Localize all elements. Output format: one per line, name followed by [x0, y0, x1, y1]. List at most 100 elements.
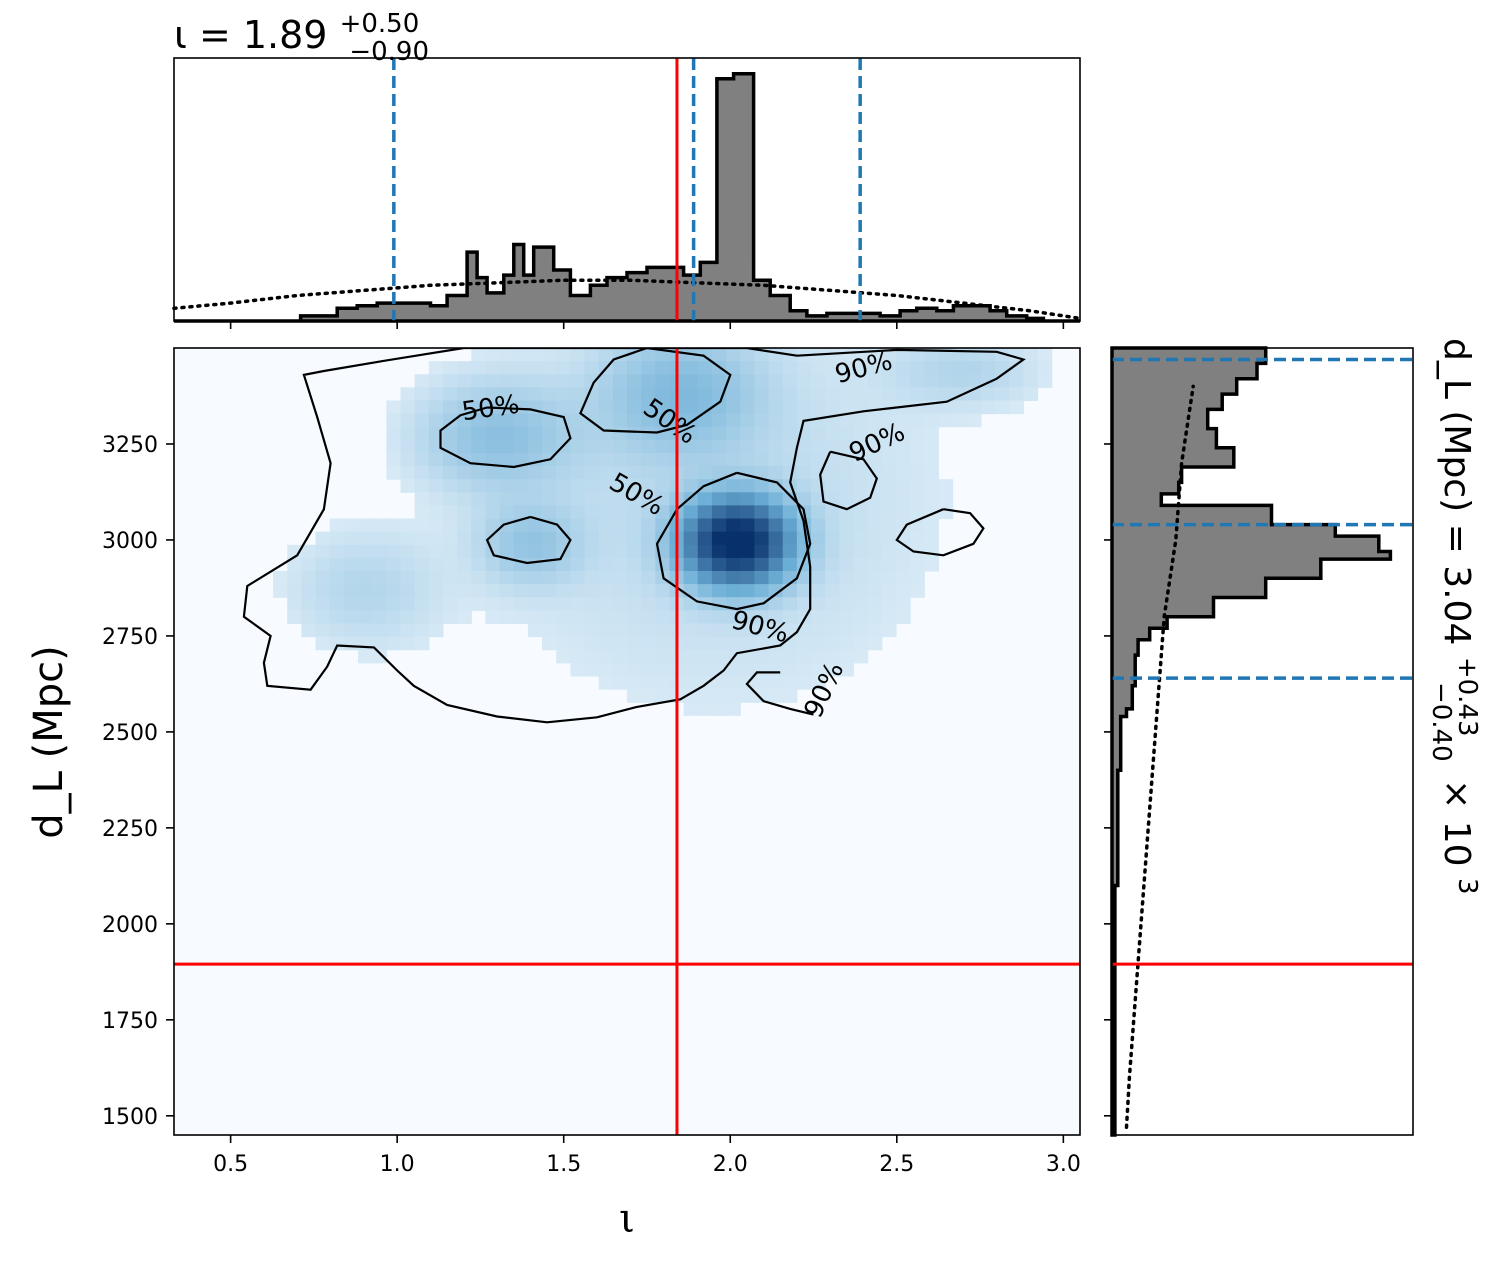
heatmap-cell — [598, 636, 614, 651]
heatmap-cell — [726, 505, 741, 520]
heatmap-cell — [825, 570, 840, 585]
heatmap-cell — [768, 361, 784, 375]
heatmap-cell — [825, 348, 840, 362]
heatmap-cell — [570, 439, 586, 454]
heatmap-cell — [711, 531, 727, 546]
heatmap-cell — [711, 492, 727, 506]
heatmap-cell — [910, 400, 925, 415]
heatmap-cell — [867, 584, 883, 598]
heatmap-cell — [938, 361, 954, 375]
heatmap-cell — [471, 531, 487, 546]
heatmap-cell — [839, 518, 855, 533]
heatmap-cell — [315, 570, 331, 585]
heatmap-cell — [499, 361, 515, 375]
heatmap-cell — [754, 452, 770, 467]
heatmap-cell — [570, 662, 586, 677]
heatmap-cell — [570, 636, 586, 651]
heatmap-cell — [358, 518, 373, 533]
heatmap-cell — [641, 689, 656, 703]
heatmap-cell — [542, 531, 557, 546]
heatmap-cell — [641, 479, 656, 493]
heatmap-cell — [768, 426, 784, 441]
heatmap-cell — [839, 361, 855, 375]
heatmap-cell — [485, 466, 501, 480]
heatmap-cell — [881, 426, 897, 441]
heatmap-cell — [796, 479, 812, 493]
heatmap-cell — [726, 479, 741, 493]
heatmap-cell — [754, 426, 770, 441]
heatmap-cell — [641, 584, 656, 598]
heatmap-cell — [598, 374, 614, 388]
heatmap-cell — [853, 597, 869, 611]
heatmap-cell — [782, 675, 798, 690]
heatmap-cell — [612, 400, 628, 415]
heatmap-cell — [782, 689, 798, 703]
heatmap-cell — [584, 610, 600, 625]
heatmap-cell — [895, 505, 911, 520]
right-side-label: d_L (Mpc) = 3.04 +0.43 −0.40 × 10 3 — [1424, 338, 1491, 895]
heatmap-cell — [853, 531, 869, 546]
heatmap-cell — [584, 636, 600, 651]
heatmap-cell — [782, 662, 798, 677]
heatmap-cell — [584, 570, 600, 585]
heatmap-cell — [1009, 361, 1024, 375]
right-side-label-sup: +0.43 — [1452, 657, 1482, 737]
heatmap-cell — [867, 452, 883, 467]
heatmap-cell — [924, 374, 940, 388]
heatmap-cell — [938, 492, 954, 506]
heatmap-cell — [825, 426, 840, 441]
heatmap-cell — [683, 584, 699, 598]
heatmap-cell — [556, 649, 571, 664]
heatmap-cell — [726, 531, 741, 546]
heatmap-cell — [839, 636, 855, 651]
heatmap-cell — [796, 492, 812, 506]
heatmap-cell — [867, 400, 883, 415]
heatmap-cell — [683, 675, 699, 690]
heatmap-cell — [386, 636, 402, 651]
y-tick-label: 1750 — [102, 1009, 158, 1034]
heatmap-cell — [910, 466, 925, 480]
heatmap-cell — [570, 479, 586, 493]
heatmap-cell — [768, 584, 784, 598]
heatmap-cell — [358, 531, 373, 546]
heatmap-cell — [1037, 361, 1053, 375]
heatmap-cell — [627, 675, 642, 690]
heatmap-cell — [782, 400, 798, 415]
heatmap-cell — [612, 361, 628, 375]
heatmap-cell — [400, 584, 416, 598]
heatmap-cell — [513, 466, 529, 480]
heatmap-cell — [428, 623, 444, 638]
heatmap-cell — [414, 557, 430, 572]
heatmap-cell — [513, 452, 529, 467]
top-title: ι = 1.89 +0.50 −0.90 — [174, 0, 431, 67]
heatmap-cell — [414, 413, 430, 428]
heatmap-cell — [782, 505, 798, 520]
heatmap-cell — [556, 400, 571, 415]
heatmap-cell — [711, 649, 727, 664]
heatmap-cell — [499, 374, 515, 388]
heatmap-cell — [428, 466, 444, 480]
heatmap-cell — [938, 387, 954, 402]
heatmap-cell — [881, 439, 897, 454]
heatmap-cell — [839, 426, 855, 441]
heatmap-cell — [527, 439, 543, 454]
heatmap-cell — [386, 557, 402, 572]
heatmap-cell — [485, 452, 501, 467]
heatmap-cell — [584, 348, 600, 362]
heatmap-cell — [995, 387, 1010, 402]
heatmap-cell — [513, 439, 529, 454]
heatmap-cell — [683, 426, 699, 441]
heatmap-cell — [598, 610, 614, 625]
heatmap-cell — [740, 492, 756, 506]
heatmap-cell — [542, 492, 557, 506]
heatmap-cell — [768, 662, 784, 677]
heatmap-cell — [782, 610, 798, 625]
heatmap-cell — [570, 623, 586, 638]
heatmap-cell — [457, 597, 472, 611]
heatmap-cell — [386, 452, 402, 467]
heatmap-cell — [556, 505, 571, 520]
heatmap-cell — [726, 689, 741, 703]
heatmap-cell — [697, 584, 713, 598]
heatmap-cell — [726, 623, 741, 638]
heatmap-cell — [641, 466, 656, 480]
